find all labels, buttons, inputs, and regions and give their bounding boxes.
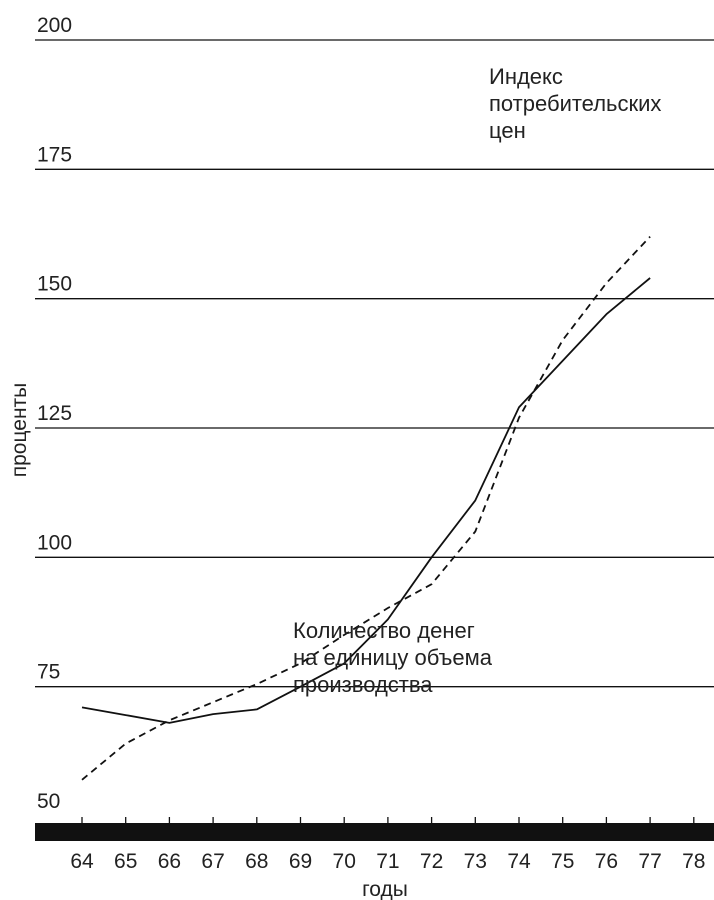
cpi-annotation: Индекс потребительских цен [489, 64, 661, 143]
x-tick-label-64: 64 [70, 850, 94, 873]
x-tick-label-73: 73 [464, 850, 487, 873]
gridlines [35, 39, 714, 688]
x-tick-label-66: 66 [158, 850, 181, 873]
y-tick-label-200: 200 [37, 14, 72, 37]
x-tick-label-71: 71 [376, 850, 399, 873]
x-tick-label-78: 78 [682, 850, 705, 873]
cpi-annotation-line-3: цен [489, 118, 526, 143]
x-tick-label-68: 68 [245, 850, 268, 873]
x-tick-label-77: 77 [638, 850, 661, 873]
money-annotation-line-1: Количество денег [293, 618, 475, 643]
cpi-annotation-line-2: потребительских [489, 91, 661, 116]
series-line-money-per-output [81, 277, 651, 724]
x-tick-label-75: 75 [551, 850, 574, 873]
y-tick-label-100: 100 [37, 531, 72, 554]
x-tick-label-69: 69 [289, 850, 312, 873]
x-tick-label-72: 72 [420, 850, 443, 873]
x-tick-label-65: 65 [114, 850, 137, 873]
y-tick-label-175: 175 [37, 143, 72, 166]
series [81, 235, 651, 781]
x-tick-label-76: 76 [595, 850, 618, 873]
money-annotation-line-3: производства [293, 672, 433, 697]
y-tick-label-150: 150 [37, 273, 72, 296]
x-axis-title: годы [362, 878, 408, 900]
x-tick-label-70: 70 [333, 850, 356, 873]
x-tick-label-67: 67 [201, 850, 224, 873]
x-tick-marks [81, 817, 695, 823]
y-axis-title: проценты [8, 383, 31, 478]
money-annotation: Количество денег на единицу объема произ… [293, 618, 493, 697]
y-tick-label-125: 125 [37, 402, 72, 425]
y-tick-label-75: 75 [37, 661, 60, 684]
x-axis-band [35, 823, 714, 841]
x-tick-label-74: 74 [507, 850, 531, 873]
y-tick-labels: 50 75 100 125 150 175 200 [37, 14, 72, 813]
money-annotation-line-2: на единицу объема [293, 645, 493, 670]
cpi-annotation-line-1: Индекс [489, 64, 563, 89]
series-line-cpi [81, 235, 651, 781]
x-tick-labels: 64 65 66 67 68 69 70 71 72 73 74 75 76 77 78 [70, 850, 705, 873]
y-tick-label-50: 50 [37, 790, 60, 813]
